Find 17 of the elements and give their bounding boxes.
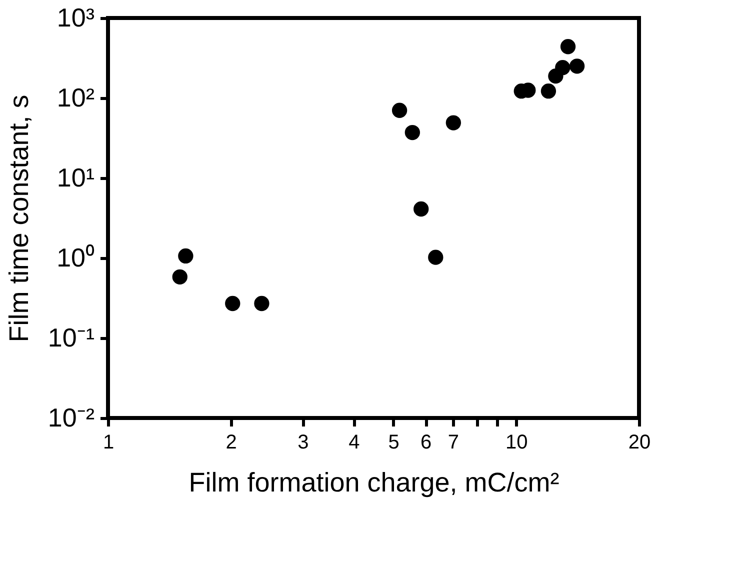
x-tick-label: 10 xyxy=(506,432,528,454)
y-tick-label: 10³ xyxy=(56,2,95,32)
x-tick-label: 20 xyxy=(628,432,651,454)
x-tick-label: 6 xyxy=(420,432,432,454)
y-tick-label: 10² xyxy=(56,82,95,112)
y-tick-label: 10⁻¹ xyxy=(48,322,95,352)
y-axis-title: Film time constant, s xyxy=(4,94,34,342)
x-tick-label: 5 xyxy=(388,432,400,454)
x-tick-label: 2 xyxy=(226,432,237,454)
x-axis-title: Film formation charge, mC/cm² xyxy=(188,468,560,498)
x-tick-label: 7 xyxy=(448,432,459,454)
y-tick-label: 10⁰ xyxy=(56,242,94,272)
y-tick-label: 10¹ xyxy=(56,162,95,192)
x-tick-label: 4 xyxy=(348,432,360,454)
x-tick-label: 1 xyxy=(102,432,114,454)
y-tick-label: 10⁻² xyxy=(48,402,95,432)
x-tick-label: 3 xyxy=(298,432,309,454)
